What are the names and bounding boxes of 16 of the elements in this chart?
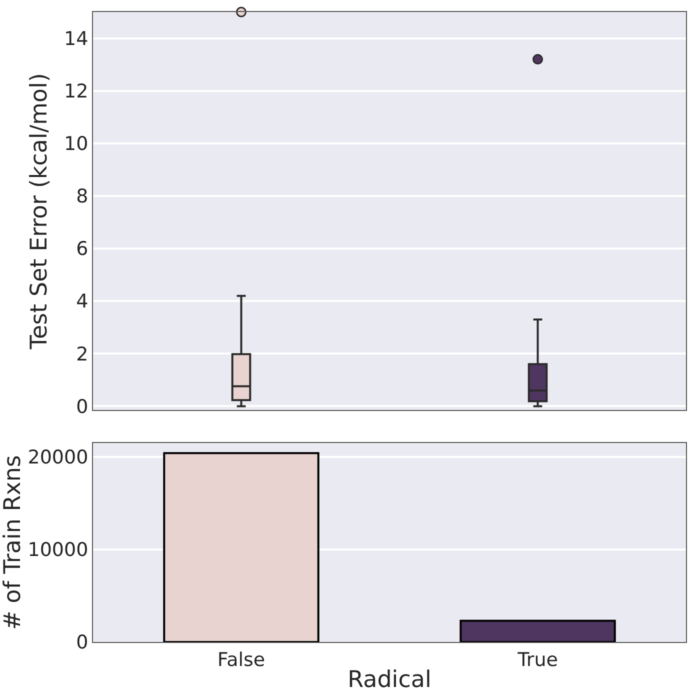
y-tick-label: 8 xyxy=(76,186,88,208)
y-axis-title: # of Train Rxns xyxy=(0,455,26,630)
x-axis-title: Radical xyxy=(348,667,432,693)
y-tick-label: 14 xyxy=(64,28,88,50)
x-tick-label: True xyxy=(516,648,558,671)
y-tick-label: 4 xyxy=(76,290,88,313)
x-tick-label: False xyxy=(217,648,266,671)
y-tick-label: 12 xyxy=(64,80,88,102)
y-axis-title: Test Set Error (kcal/mol) xyxy=(26,73,52,350)
y-tick-label: 2 xyxy=(76,343,88,366)
y-tick-label: 0 xyxy=(76,396,88,418)
y-tick-label: 6 xyxy=(76,238,88,260)
y-tick-label: 10000 xyxy=(28,539,88,562)
y-tick-label: 0 xyxy=(76,632,88,654)
y-tick-label: 10 xyxy=(64,133,88,156)
y-tick-label: 20000 xyxy=(28,446,88,468)
